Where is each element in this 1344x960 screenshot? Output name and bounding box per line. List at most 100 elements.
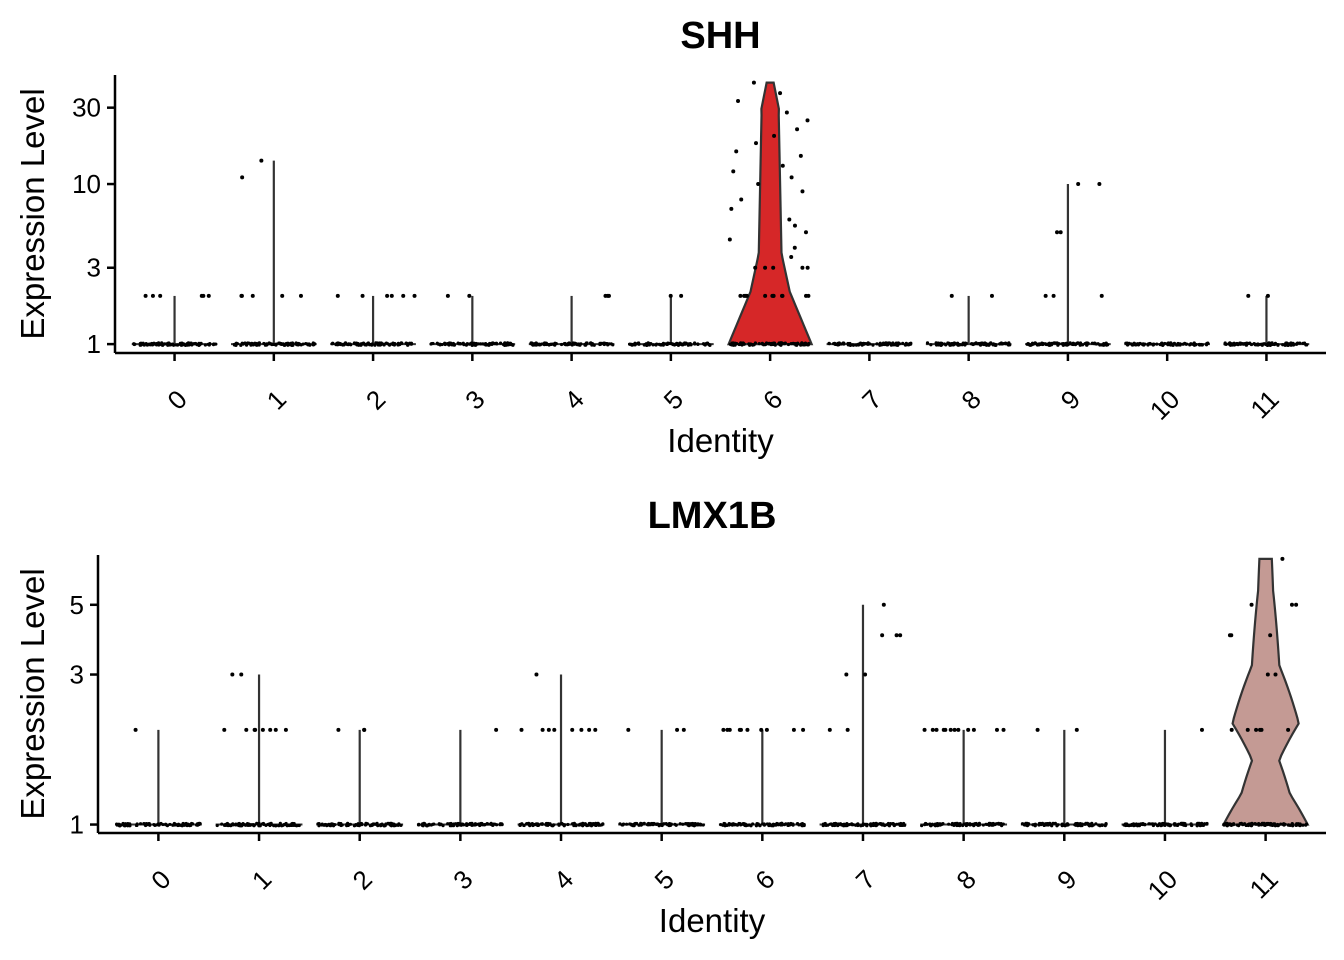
data-point <box>1134 343 1138 347</box>
data-point <box>668 293 673 298</box>
data-point <box>941 822 945 826</box>
data-point <box>961 823 965 828</box>
points-cluster-3 <box>445 293 472 298</box>
data-point <box>138 822 143 826</box>
x-axis-title: Identity <box>659 902 766 939</box>
points-cluster-4 <box>519 672 598 732</box>
data-point <box>368 824 373 828</box>
points-cluster-1 <box>222 672 288 732</box>
data-point <box>290 822 294 826</box>
x-tick-label: 8 <box>950 864 981 895</box>
data-point <box>782 823 787 827</box>
points-cluster-6 <box>721 727 806 732</box>
data-point <box>185 823 189 828</box>
data-point <box>895 822 899 826</box>
data-point <box>1055 824 1059 828</box>
data-point <box>1196 821 1200 825</box>
data-point <box>956 727 961 732</box>
data-point <box>482 342 486 346</box>
baseline-points-3 <box>416 821 504 828</box>
data-point <box>827 727 832 732</box>
data-point <box>901 341 905 345</box>
data-point <box>1286 727 1291 732</box>
data-point <box>1171 343 1175 347</box>
data-point <box>605 293 610 298</box>
y-tick-label: 3 <box>70 660 84 690</box>
data-point <box>1249 342 1254 347</box>
data-point <box>1045 822 1050 826</box>
data-point <box>359 342 363 346</box>
data-point <box>563 341 567 346</box>
data-point <box>1298 341 1302 345</box>
data-point <box>443 342 447 347</box>
data-point <box>664 342 668 346</box>
data-point <box>1265 821 1269 826</box>
baseline-points-10 <box>1122 821 1209 828</box>
data-point <box>1282 823 1286 827</box>
data-point <box>628 342 632 346</box>
data-point <box>473 822 478 826</box>
data-point <box>1143 823 1147 827</box>
data-point <box>736 99 741 104</box>
data-point <box>756 182 761 187</box>
baseline-points-11 <box>1222 821 1309 828</box>
data-point <box>1080 343 1085 347</box>
data-point <box>1023 823 1027 827</box>
data-point <box>993 822 997 827</box>
data-point <box>313 342 317 346</box>
data-point <box>772 133 777 138</box>
data-point <box>474 341 478 346</box>
data-point <box>1286 823 1291 827</box>
data-point <box>1094 342 1098 346</box>
data-point <box>590 341 594 346</box>
data-point <box>667 822 671 826</box>
data-point <box>479 342 483 346</box>
data-point <box>1223 341 1227 345</box>
data-point <box>1295 822 1299 826</box>
data-point <box>352 341 357 345</box>
data-point <box>277 824 281 828</box>
data-point <box>1135 823 1140 827</box>
data-point <box>150 341 154 346</box>
data-point <box>1244 343 1248 347</box>
data-point <box>780 293 785 298</box>
data-point <box>408 341 412 345</box>
data-point <box>128 823 132 828</box>
y-axis-title: Expression Level <box>14 568 51 819</box>
data-point <box>786 822 790 826</box>
data-point <box>132 342 136 346</box>
data-point <box>642 343 646 347</box>
data-point <box>787 217 792 222</box>
data-point <box>261 821 266 826</box>
data-point <box>804 293 809 298</box>
data-point <box>1245 727 1250 732</box>
baseline-points-3 <box>429 341 515 347</box>
data-point <box>566 822 570 827</box>
data-point <box>974 341 978 345</box>
data-point <box>597 823 601 827</box>
data-point <box>498 341 503 345</box>
data-point <box>971 342 975 346</box>
data-point <box>439 822 443 826</box>
data-point <box>239 672 244 677</box>
data-point <box>796 822 800 826</box>
data-point <box>375 341 380 345</box>
data-point <box>1041 342 1045 346</box>
data-point <box>1267 341 1271 345</box>
data-point <box>458 342 463 346</box>
data-point <box>396 343 400 347</box>
data-point <box>435 341 439 345</box>
data-point <box>800 265 805 270</box>
data-point <box>1098 343 1102 347</box>
data-point <box>869 822 873 826</box>
data-point <box>743 823 747 828</box>
data-point <box>587 727 592 732</box>
points-cluster-4 <box>603 293 611 298</box>
data-point <box>966 727 971 732</box>
data-point <box>657 823 661 827</box>
data-point <box>485 343 490 347</box>
data-point <box>680 343 684 347</box>
data-point <box>1238 822 1243 826</box>
x-tick-label: 4 <box>558 384 589 415</box>
data-point <box>400 341 404 346</box>
